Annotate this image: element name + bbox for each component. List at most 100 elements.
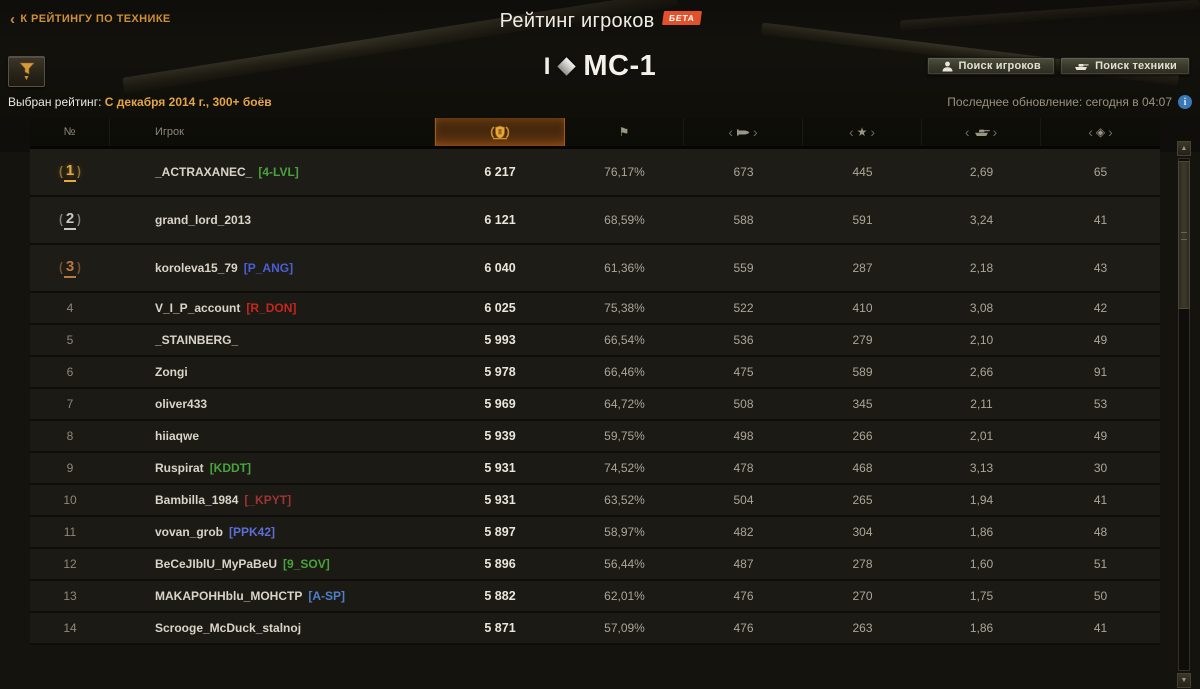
player-name[interactable]: vovan_grob — [155, 525, 224, 539]
player-name[interactable]: BeCeJIblU_MyPaBeU — [155, 557, 278, 571]
player-cell: grand_lord_2013 — [110, 213, 435, 227]
search-players-label: Поиск игроков — [958, 60, 1041, 72]
player-name[interactable]: oliver433 — [155, 397, 208, 411]
table-row[interactable]: 4 V_I_P_account [R_DON] 6 025 75,38% 522 410 3,… — [30, 293, 1160, 325]
tank-tier: I — [543, 52, 551, 80]
selected-rating-value: С декабря 2014 г., 300+ боёв — [104, 95, 272, 109]
avg-frags-value: 1,60 — [969, 557, 994, 571]
info-icon[interactable]: i — [1178, 95, 1192, 109]
column-header-player[interactable]: Игрок — [110, 118, 435, 146]
player-cell: Ruspirat [KDDT] — [110, 461, 435, 475]
table-row[interactable]: 7 oliver433 5 969 64,72% 508 345 2,11 53 — [30, 389, 1160, 421]
avg-experience-star-icon: ★ — [856, 125, 868, 139]
vertical-scrollbar: ▲ ▼ — [1176, 141, 1192, 688]
clan-tag[interactable]: [A-SP] — [308, 589, 345, 603]
table-row[interactable]: 13 MAKAPOHHblu_MOHCTP [A-SP] 5 882 62,01% 476… — [30, 581, 1160, 613]
table-row[interactable]: 10 Bambilla_1984 [_KPYT] 5 931 63,52% 504 265 1… — [30, 485, 1160, 517]
search-vehicles-button[interactable]: Поиск техники — [1060, 57, 1190, 75]
avg-damage-value: 476 — [733, 589, 754, 603]
column-header-avg-experience[interactable]: ‹ ★ › — [803, 118, 922, 146]
table-row[interactable]: (1) _ACTRAXANEC_ [4-LVL] 6 217 76,17% 673 445 2… — [30, 149, 1160, 197]
player-cell: vovan_grob [PPK42] — [110, 525, 435, 539]
player-search-icon — [942, 61, 953, 72]
player-name[interactable]: koroleva15_79 — [155, 261, 238, 275]
rank-cell: 8 — [66, 429, 74, 443]
player-name[interactable]: _STAINBERG_ — [155, 333, 239, 347]
hit-ratio-value: 30 — [1093, 461, 1108, 475]
player-cell: koroleva15_79 [P_ANG] — [110, 261, 435, 275]
column-header-rank[interactable]: № — [30, 118, 110, 146]
win-rate-value: 59,75% — [604, 429, 645, 443]
win-rate-value: 62,01% — [604, 589, 645, 603]
avg-damage-value: 487 — [733, 557, 754, 571]
clan-tag[interactable]: [KDDT] — [209, 461, 252, 475]
selected-rating-label: Выбран рейтинг: — [8, 95, 102, 109]
avg-damage-shell-icon — [736, 128, 750, 137]
clan-tag[interactable]: [P_ANG] — [243, 261, 294, 275]
avg-experience-value: 263 — [852, 621, 873, 635]
win-rate-value: 61,36% — [604, 261, 645, 275]
win-rate-value: 68,59% — [604, 213, 645, 227]
hit-ratio-value: 49 — [1093, 333, 1108, 347]
avg-frags-value: 1,75 — [969, 589, 994, 603]
table-row[interactable]: 6 Zongi 5 978 66,46% 475 589 2,66 91 — [30, 357, 1160, 389]
player-name[interactable]: Bambilla_1984 — [155, 493, 239, 507]
avg-frags-value: 2,10 — [969, 333, 994, 347]
rank-cell: (3) — [30, 258, 110, 278]
avg-damage-value: 508 — [733, 397, 754, 411]
table-row[interactable]: (2) grand_lord_2013 6 121 68,59% 588 591 3,24 4… — [30, 197, 1160, 245]
player-name[interactable]: Zongi — [155, 365, 188, 379]
table-row[interactable]: 14 Scrooge_McDuck_stalnoj 5 871 57,09% 476 26… — [30, 613, 1160, 645]
garage-background-art — [0, 0, 1200, 152]
player-name[interactable]: hiiaqwe — [155, 429, 200, 443]
player-cell: Bambilla_1984 [_KPYT] — [110, 493, 435, 507]
player-name[interactable]: MAKAPOHHblu_MOHCTP — [155, 589, 303, 603]
win-rate-value: 58,97% — [604, 525, 645, 539]
scrollbar-thumb[interactable] — [1178, 161, 1190, 309]
hit-ratio-value: 48 — [1093, 525, 1108, 539]
table-row[interactable]: 11 vovan_grob [PPK42] 5 897 58,97% 482 304 1,86… — [30, 517, 1160, 549]
table-row[interactable]: (3) koroleva15_79 [P_ANG] 6 040 61,36% 559 287… — [30, 245, 1160, 293]
scrollbar-up-button[interactable]: ▲ — [1177, 141, 1191, 156]
rating-filter-button[interactable]: ▼ — [8, 56, 45, 87]
player-cell: hiiaqwe — [110, 429, 435, 443]
rank-cell: 7 — [66, 397, 74, 411]
avg-experience-value: 266 — [852, 429, 873, 443]
clan-tag[interactable]: [PPK42] — [229, 525, 276, 539]
avg-damage-value: 504 — [733, 493, 754, 507]
hit-ratio-value: 49 — [1093, 429, 1108, 443]
table-row[interactable]: 5 _STAINBERG_ 5 993 66,54% 536 279 2,10 49 — [30, 325, 1160, 357]
player-name[interactable]: _ACTRAXANEC_ — [155, 165, 253, 179]
column-header-rating-selected[interactable] — [435, 118, 565, 146]
win-rate-value: 66,46% — [604, 365, 645, 379]
table-row[interactable]: 12 BeCeJIblU_MyPaBeU [9_SOV] 5 896 56,44% 487… — [30, 549, 1160, 581]
column-header-wins[interactable]: ⚑ — [565, 118, 684, 146]
column-header-avg-damage[interactable]: ‹ › — [684, 118, 803, 146]
clan-tag[interactable]: [9_SOV] — [283, 557, 330, 571]
win-rate-value: 76,17% — [604, 165, 645, 179]
tank-search-icon — [1073, 61, 1089, 71]
column-header-avg-frags[interactable]: ‹ › — [922, 118, 1041, 146]
rating-value: 6 040 — [484, 261, 516, 275]
table-row[interactable]: 9 Ruspirat [KDDT] 5 931 74,52% 478 468 3,13 30 — [30, 453, 1160, 485]
back-to-vehicle-rating-link[interactable]: ‹ К РЕЙТИНГУ ПО ТЕХНИКЕ — [10, 12, 171, 27]
clan-tag[interactable]: [R_DON] — [246, 301, 297, 315]
player-name[interactable]: Scrooge_McDuck_stalnoj — [155, 621, 302, 635]
player-name[interactable]: grand_lord_2013 — [155, 213, 252, 227]
win-rate-value: 56,44% — [604, 557, 645, 571]
table-row[interactable]: 8 hiiaqwe 5 939 59,75% 498 266 2,01 49 — [30, 421, 1160, 453]
player-name[interactable]: Ruspirat — [155, 461, 204, 475]
hit-ratio-value: 41 — [1093, 493, 1108, 507]
search-players-button[interactable]: Поиск игроков — [927, 57, 1056, 75]
player-cell: BeCeJIblU_MyPaBeU [9_SOV] — [110, 557, 435, 571]
player-cell: V_I_P_account [R_DON] — [110, 301, 435, 315]
rank-cell: 11 — [63, 525, 77, 539]
rank-cell: 10 — [63, 493, 77, 507]
hit-ratio-value: 53 — [1093, 397, 1108, 411]
column-header-hit-ratio[interactable]: ‹ ◈ › — [1088, 124, 1113, 140]
scrollbar-down-button[interactable]: ▼ — [1177, 673, 1191, 688]
clan-tag[interactable]: [4-LVL] — [258, 165, 299, 179]
clan-tag[interactable]: [_KPYT] — [244, 493, 292, 507]
table-body: (1) _ACTRAXANEC_ [4-LVL] 6 217 76,17% 673 445 2… — [30, 149, 1160, 645]
player-name[interactable]: V_I_P_account — [155, 301, 241, 315]
